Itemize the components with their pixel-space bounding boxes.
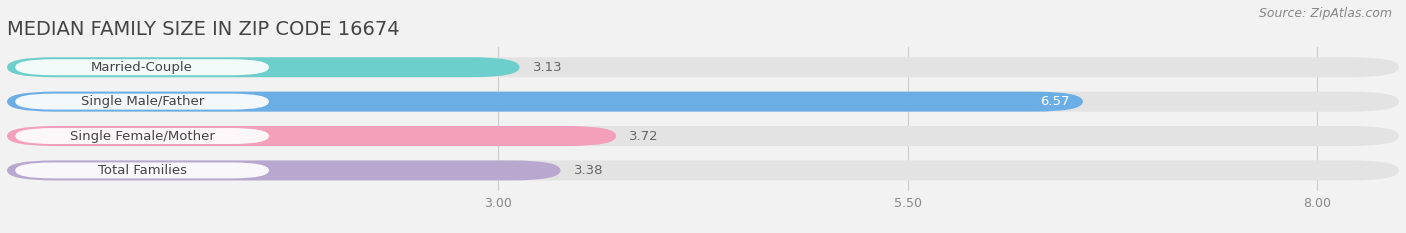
- Text: 3.72: 3.72: [630, 130, 659, 143]
- FancyBboxPatch shape: [7, 92, 1083, 112]
- Text: Married-Couple: Married-Couple: [91, 61, 193, 74]
- FancyBboxPatch shape: [7, 57, 520, 77]
- FancyBboxPatch shape: [7, 126, 616, 146]
- FancyBboxPatch shape: [15, 94, 269, 110]
- Text: Source: ZipAtlas.com: Source: ZipAtlas.com: [1258, 7, 1392, 20]
- FancyBboxPatch shape: [7, 161, 561, 180]
- FancyBboxPatch shape: [7, 161, 1399, 180]
- FancyBboxPatch shape: [7, 126, 1399, 146]
- FancyBboxPatch shape: [15, 162, 269, 178]
- FancyBboxPatch shape: [7, 92, 1399, 112]
- Text: Single Male/Father: Single Male/Father: [80, 95, 204, 108]
- Text: MEDIAN FAMILY SIZE IN ZIP CODE 16674: MEDIAN FAMILY SIZE IN ZIP CODE 16674: [7, 21, 399, 39]
- FancyBboxPatch shape: [15, 128, 269, 144]
- Text: 3.13: 3.13: [533, 61, 562, 74]
- Text: 3.38: 3.38: [574, 164, 603, 177]
- Text: Single Female/Mother: Single Female/Mother: [70, 130, 215, 143]
- FancyBboxPatch shape: [7, 57, 1399, 77]
- Text: 6.57: 6.57: [1040, 95, 1070, 108]
- Text: Total Families: Total Families: [97, 164, 187, 177]
- FancyBboxPatch shape: [15, 59, 269, 75]
